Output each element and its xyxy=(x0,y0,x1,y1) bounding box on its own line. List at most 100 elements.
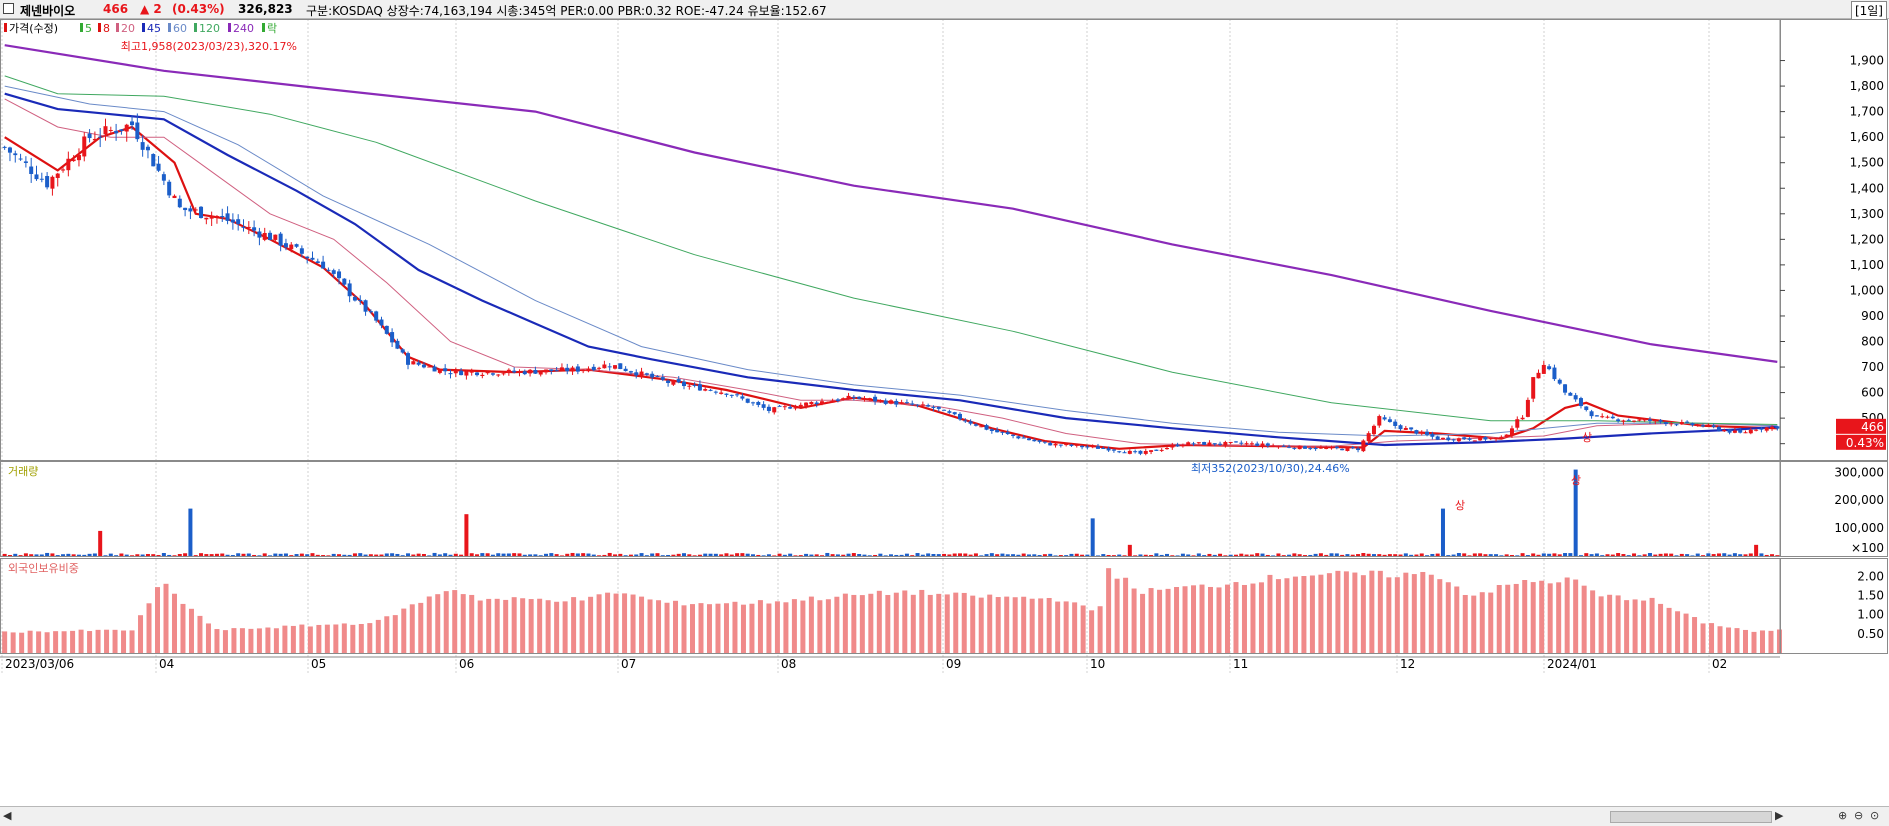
candle-body xyxy=(1302,446,1307,449)
foreign-bar xyxy=(893,592,899,653)
scroll-left-icon[interactable]: ◀ xyxy=(3,809,12,822)
foreign-bar xyxy=(1462,594,1468,653)
candle-body xyxy=(766,406,771,411)
volume-bar xyxy=(124,554,129,556)
legend-label: 45 xyxy=(147,22,161,35)
candle-body xyxy=(1525,399,1530,417)
chart-scrollbar[interactable]: ◀ ▶ ⊕ ⊖ ⊙ xyxy=(0,806,1889,826)
candle-body xyxy=(1504,434,1509,438)
candle-body xyxy=(931,406,936,408)
candle-body xyxy=(13,153,18,156)
volume-bar xyxy=(268,555,273,556)
foreign-bar xyxy=(876,590,882,653)
volume-bar xyxy=(2,553,7,556)
candle-body xyxy=(1578,398,1583,407)
foreign-bar xyxy=(460,594,466,653)
zoom-in-icon[interactable]: ⊕ xyxy=(1838,809,1848,822)
volume-bar xyxy=(427,555,432,556)
volume-bar xyxy=(936,554,941,556)
candle-body xyxy=(1138,450,1143,454)
candle-body xyxy=(76,154,81,161)
candle-body xyxy=(623,368,628,372)
volume-bar xyxy=(363,554,368,556)
volume-bar xyxy=(740,553,745,556)
candle-body xyxy=(1159,449,1164,451)
x-tick-label: 11 xyxy=(1233,657,1248,671)
volume-bar xyxy=(1021,553,1026,556)
ma-line-20 xyxy=(4,98,1778,447)
volume-bar xyxy=(1164,553,1169,556)
foreign-bar xyxy=(248,628,254,653)
foreign-bar xyxy=(1004,596,1010,653)
foreign-bar xyxy=(1326,573,1332,653)
volume-bar xyxy=(1435,553,1440,556)
candle-body xyxy=(591,366,596,371)
candle-body xyxy=(103,126,108,135)
volume-bar xyxy=(766,554,771,556)
volume-bar xyxy=(1467,555,1472,556)
candle-body xyxy=(1005,432,1010,435)
volume-bar xyxy=(1037,555,1042,556)
foreign-bar xyxy=(656,600,662,653)
candle-body xyxy=(1133,451,1138,453)
foreign-bar xyxy=(1658,603,1664,653)
candle-body xyxy=(1239,442,1244,444)
candle-body xyxy=(1632,420,1637,422)
volume-bar xyxy=(1276,553,1281,556)
foreign-bar xyxy=(732,601,738,653)
candle-body xyxy=(1260,443,1265,447)
volume-bar xyxy=(1658,553,1663,556)
volume-bar xyxy=(628,554,633,556)
volume-bar xyxy=(1674,555,1679,556)
last-price-value: 466 xyxy=(1861,420,1884,434)
volume-bar xyxy=(841,554,846,556)
period-button[interactable]: [1일] xyxy=(1850,1,1887,20)
candle-body xyxy=(846,395,851,400)
candle-body xyxy=(1318,447,1323,449)
candle-body xyxy=(1228,441,1233,443)
candle-body xyxy=(740,396,745,399)
volume-bar xyxy=(613,554,618,556)
volume-bar xyxy=(172,555,177,556)
y-tick-label: 1,700 xyxy=(1850,105,1884,119)
zoom-reset-icon[interactable]: ⊙ xyxy=(1870,809,1880,822)
volume-bar xyxy=(979,555,984,556)
volume-bar xyxy=(374,554,379,556)
foreign-bar xyxy=(1776,629,1782,653)
event-marker: 상 xyxy=(1455,499,1465,512)
candle-body xyxy=(1520,417,1525,420)
volume-bar xyxy=(71,554,76,556)
volume-bar xyxy=(772,555,777,556)
volume-bar xyxy=(55,555,60,556)
candle-body xyxy=(1695,424,1700,427)
foreign-bar xyxy=(825,599,831,653)
candle-body xyxy=(1722,430,1727,432)
volume-bar xyxy=(34,554,39,556)
candle-body xyxy=(1154,449,1159,451)
volume-bar xyxy=(1138,554,1143,556)
volume-bar xyxy=(1292,553,1297,556)
foreign-bar xyxy=(1581,585,1587,653)
zoom-out-icon[interactable]: ⊖ xyxy=(1854,809,1864,822)
checkbox[interactable] xyxy=(3,3,14,14)
candle-body xyxy=(1743,432,1748,434)
candle-body xyxy=(506,369,511,373)
scroll-right-icon[interactable]: ▶ xyxy=(1775,809,1784,822)
volume-bar xyxy=(1005,554,1010,556)
volume-bar xyxy=(942,553,947,556)
volume-bar xyxy=(957,553,962,556)
candle-body xyxy=(729,394,734,396)
foreign-bar xyxy=(78,629,84,653)
candle-body xyxy=(1467,438,1472,440)
candle-body xyxy=(342,278,347,285)
candle-body xyxy=(1180,444,1185,447)
candle-body xyxy=(1685,421,1690,423)
stock-name: 제넨바이오 xyxy=(20,4,76,18)
scroll-thumb[interactable] xyxy=(1610,811,1772,823)
candle-body xyxy=(87,133,92,139)
volume-bar xyxy=(1260,553,1265,556)
chart-area[interactable]: 2023/03/060405060708091011122024/0102400… xyxy=(0,19,1889,806)
candle-body xyxy=(713,391,718,393)
foreign-bar xyxy=(927,594,933,653)
foreign-bar xyxy=(766,603,772,653)
